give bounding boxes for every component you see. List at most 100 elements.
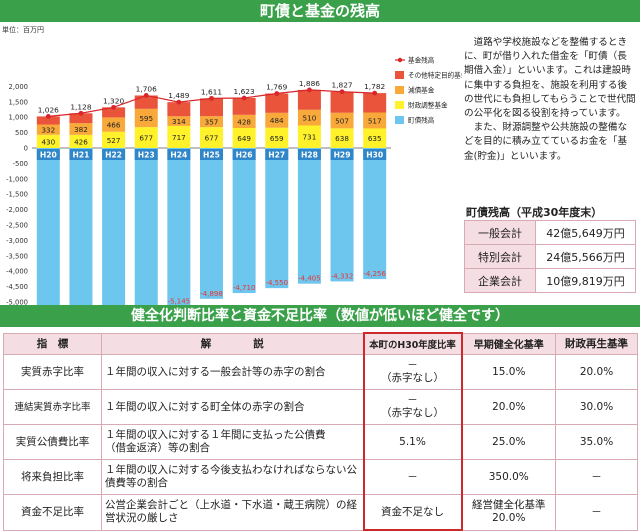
fund-total-label: 1,026	[38, 105, 59, 114]
bar-segment	[265, 112, 289, 128]
debt-value-label: -4,405	[298, 275, 321, 283]
category-label-bg	[200, 149, 223, 160]
bar-value-label: 484	[270, 116, 284, 125]
fund-total-point	[339, 89, 345, 95]
bar-value-label: 638	[335, 134, 349, 143]
bar-segment	[134, 127, 158, 148]
bar-value-label: 357	[205, 118, 219, 127]
bar-debt	[134, 148, 158, 305]
table-row: 連結実質赤字比率 １年間の収入に対する町全体の赤字の割合 － （赤字なし） 20…	[3, 389, 638, 425]
debt-value-label: -4,256	[363, 270, 386, 278]
table-row: 将来負担比率 １年間の収入に対する今後支払わなければならない公債費等の割合 － …	[3, 459, 638, 495]
description-paragraph-1: 道路や学校施設などを整備するときに、町が借り入れた借金を「町債（長期借入金）」と…	[464, 37, 636, 120]
bar-segment	[363, 93, 387, 113]
bar-debt	[36, 148, 60, 305]
x-tick-label: H30	[366, 151, 383, 160]
legend-label: その他特定目的基金	[408, 71, 462, 80]
bar-segment	[363, 128, 387, 148]
header-town-ratio: 本町のH30年度比率	[362, 332, 463, 355]
bar-segment	[232, 114, 256, 129]
indicator-name: 実質公債費比率	[3, 424, 102, 460]
table-row: 実質公債費比率 １年間の収入に対する１年間に支払った公債費 （借金返済）等の割合…	[3, 424, 638, 460]
category-label-bg	[297, 149, 321, 160]
table-row: 資金不足比率 公営企業会計ごと（上水道・下水道・蔵王病院）の経営状況の厳しさ 資…	[3, 494, 638, 531]
bar-value-label: 649	[237, 134, 251, 143]
debt-value-label: -5,145	[168, 297, 191, 305]
early-standard: 25.0%	[461, 424, 556, 460]
town-ratio: 5.1%	[362, 424, 463, 460]
legend-swatch	[395, 86, 404, 94]
bar-value-label: 314	[172, 117, 186, 126]
bar-segment	[134, 95, 158, 109]
fund-total-point	[176, 99, 182, 105]
bar-segment	[134, 108, 158, 128]
debt-label: 企業会計	[464, 268, 536, 293]
debt-label: 特別会計	[464, 244, 536, 269]
debt-value-label: -4,898	[200, 290, 223, 298]
bar-debt	[232, 148, 256, 294]
bar-segment	[330, 128, 354, 148]
bar-segment	[297, 89, 321, 110]
ratio-header-row: 指 標 解 説 本町のH30年度比率 早期健全化基準 財政再生基準	[3, 332, 638, 355]
legend-swatch	[395, 116, 404, 124]
town-ratio: －	[362, 459, 463, 495]
bar-value-label: 717	[172, 133, 186, 142]
description-paragraph-2: また、財源調整や公共施設の整備などを目的に積み立てているお金を「基金(貯金)」と…	[464, 122, 628, 162]
debt-fund-chart: 単位：百万円 2,000 1,500 1,000 500 0 -500 -1,000 -1,50…	[2, 25, 462, 306]
fund-total-label: 1,827	[331, 81, 352, 90]
debt-value-label: -4,550	[265, 279, 288, 287]
town-ratio: 資金不足なし	[362, 494, 463, 531]
bar-segment	[167, 102, 191, 117]
fund-total-label: 1,886	[299, 79, 320, 88]
category-label-bg	[265, 149, 289, 160]
town-ratio: － （赤字なし）	[362, 389, 463, 425]
category-label-bg	[36, 149, 60, 160]
category-label-bg	[102, 149, 126, 160]
category-label-bg	[330, 149, 354, 160]
bar-value-label: 517	[368, 116, 382, 125]
early-standard: 20.0%	[461, 389, 556, 425]
header-description: 解 説	[101, 332, 364, 355]
indicator-description: １年間の収入に対する一般会計等の赤字の割合	[101, 354, 364, 390]
ratio-table: 指 標 解 説 本町のH30年度比率 早期健全化基準 財政再生基準 実質赤字比率…	[3, 332, 638, 531]
y-tick-label: 0	[24, 145, 28, 153]
bar-segment	[363, 112, 387, 129]
rebuild-standard: －	[555, 459, 638, 495]
fund-total-point	[372, 90, 378, 96]
debt-value: 10億9,819万円	[535, 268, 636, 293]
bar-segment	[330, 91, 354, 113]
debt-value: 24億5,566万円	[535, 244, 636, 269]
bar-debt	[102, 148, 126, 305]
y-tick-label: -5,000	[6, 299, 28, 306]
indicator-description: 公営企業会計ごと（上水道・下水道・蔵王病院）の経営状況の厳しさ	[101, 494, 364, 531]
bar-segment	[167, 125, 191, 148]
bar-value-label: 677	[139, 134, 153, 143]
bar-segment	[200, 98, 223, 117]
legend-label: 町債残高	[408, 116, 435, 125]
legend-label: 減債基金	[408, 86, 435, 95]
bar-debt	[330, 148, 354, 282]
x-tick-label: H20	[40, 151, 57, 160]
category-label-bg	[232, 149, 256, 160]
header-early-standard: 早期健全化基準	[461, 332, 556, 355]
bar-value-label: 428	[237, 117, 251, 126]
y-tick-label: -500	[13, 160, 28, 168]
bar-segment	[297, 125, 321, 148]
bar-value-label: 677	[205, 134, 219, 143]
debt-balance-title: 町債残高（平成30年度末）	[466, 206, 603, 219]
ratio-section-title: 健全化判断比率と資金不足比率（数値が低いほど健全です）	[0, 305, 640, 327]
bar-value-label: 507	[335, 117, 349, 126]
debt-balance-table: 一般会計 42億5,649万円 特別会計 24億5,566万円 企業会計 10億…	[464, 220, 636, 293]
bar-segment	[102, 131, 126, 148]
bar-segment	[69, 134, 93, 148]
category-label-bg	[167, 149, 191, 160]
bar-value-label: 430	[41, 137, 55, 146]
bar-value-label: 382	[74, 125, 88, 134]
fund-total-point	[78, 110, 84, 116]
rebuild-standard: 30.0%	[555, 389, 638, 425]
x-tick-label: H22	[105, 151, 122, 160]
fund-total-label: 1,611	[201, 87, 222, 96]
y-tick-label: -3,000	[6, 237, 28, 245]
category-label-bg	[363, 149, 387, 160]
fund-total-label: 1,320	[103, 96, 124, 105]
